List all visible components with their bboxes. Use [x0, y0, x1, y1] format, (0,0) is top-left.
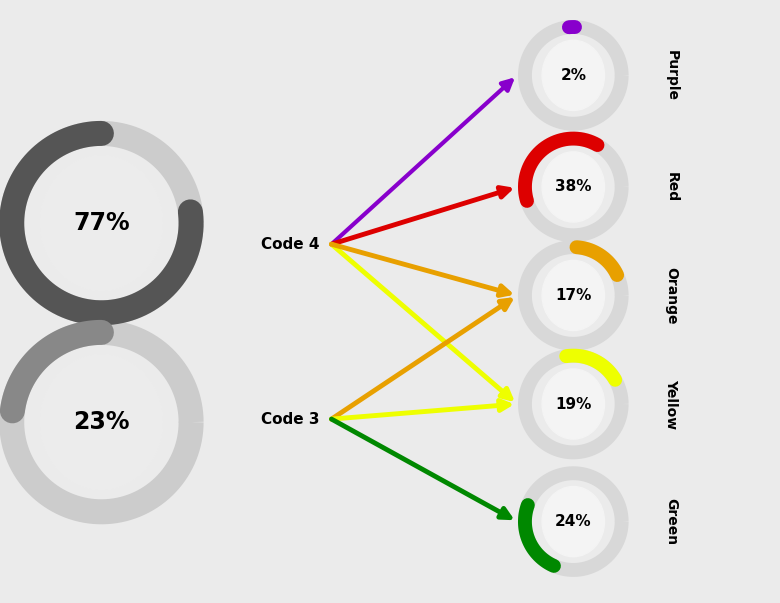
Ellipse shape — [542, 260, 604, 330]
Ellipse shape — [542, 152, 604, 222]
Text: 77%: 77% — [73, 211, 129, 235]
Text: Red: Red — [665, 172, 679, 202]
Text: Orange: Orange — [665, 267, 679, 324]
Ellipse shape — [542, 369, 604, 439]
Ellipse shape — [542, 487, 604, 557]
Ellipse shape — [40, 155, 163, 291]
Text: Code 3: Code 3 — [261, 412, 320, 426]
Ellipse shape — [542, 40, 604, 110]
Text: 24%: 24% — [555, 514, 591, 529]
Text: Yellow: Yellow — [665, 379, 679, 429]
Text: 19%: 19% — [555, 397, 591, 411]
Text: 38%: 38% — [555, 180, 591, 194]
Text: 2%: 2% — [560, 68, 587, 83]
Text: Purple: Purple — [665, 50, 679, 101]
Text: Green: Green — [665, 498, 679, 545]
Text: Code 4: Code 4 — [261, 237, 320, 251]
Ellipse shape — [40, 354, 163, 490]
Text: 23%: 23% — [73, 410, 129, 434]
Text: 17%: 17% — [555, 288, 591, 303]
